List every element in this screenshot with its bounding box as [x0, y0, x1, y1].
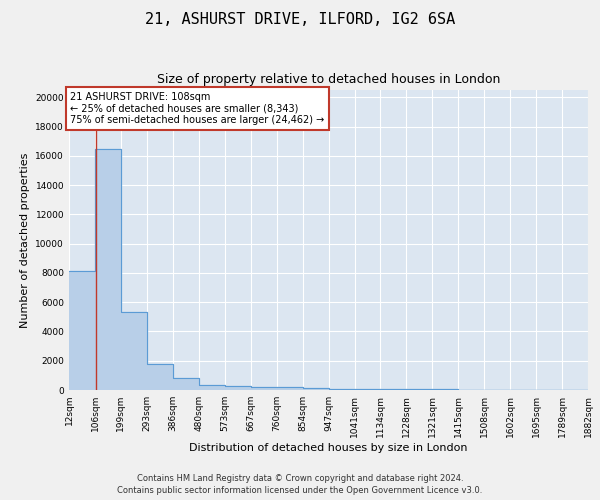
Title: Size of property relative to detached houses in London: Size of property relative to detached ho… — [157, 73, 500, 86]
Text: 21, ASHURST DRIVE, ILFORD, IG2 6SA: 21, ASHURST DRIVE, ILFORD, IG2 6SA — [145, 12, 455, 28]
Polygon shape — [69, 148, 588, 390]
Y-axis label: Number of detached properties: Number of detached properties — [20, 152, 30, 328]
X-axis label: Distribution of detached houses by size in London: Distribution of detached houses by size … — [189, 442, 468, 452]
Text: Contains HM Land Registry data © Crown copyright and database right 2024.
Contai: Contains HM Land Registry data © Crown c… — [118, 474, 482, 495]
Text: 21 ASHURST DRIVE: 108sqm
← 25% of detached houses are smaller (8,343)
75% of sem: 21 ASHURST DRIVE: 108sqm ← 25% of detach… — [70, 92, 325, 124]
